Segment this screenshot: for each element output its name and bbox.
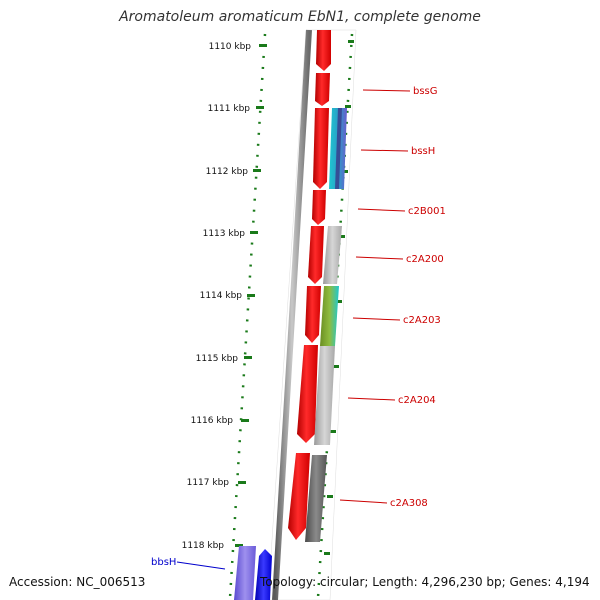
colored-blocks — [305, 108, 347, 542]
c2a308-gene-block — [305, 455, 327, 542]
red-genes — [288, 30, 331, 540]
ruler-label: 1111 kbp — [208, 104, 251, 114]
ruler-label: 1115 kbp — [196, 354, 239, 364]
ruler-tick — [259, 44, 267, 47]
ruler-label: 1118 kbp — [182, 541, 225, 551]
blue-gene-arrow — [255, 549, 272, 600]
label-connectors — [339, 89, 411, 504]
genome-backbone — [272, 29, 312, 600]
red-gene-arrow — [313, 108, 329, 189]
genome-summary: Topology: circular; Length: 4,296,230 bp… — [260, 575, 590, 589]
ruler-tick — [247, 294, 255, 297]
red-gene-arrow — [288, 453, 310, 540]
gene-label-c2a204: c2A204 — [398, 395, 436, 406]
lavender-gene-block — [234, 546, 256, 600]
gene-label-bssh: bssH — [411, 146, 435, 157]
ruler-label: 1114 kbp — [200, 291, 243, 301]
ruler-label: 1117 kbp — [187, 478, 230, 488]
ruler-tick — [250, 231, 258, 234]
ruler-label: 1116 kbp — [191, 416, 234, 426]
gene-label-c2b001: c2B001 — [408, 206, 446, 217]
ruler-tick — [244, 356, 252, 359]
gene-labels: bssG bssH c2B001 c2A200 c2A203 c2A204 c2… — [390, 86, 446, 509]
c2a203-gene-block — [320, 286, 339, 346]
gene-label-bssg: bssG — [413, 86, 438, 97]
outer-ticks — [324, 40, 354, 555]
c2a200-gene-block — [323, 226, 342, 284]
red-gene-arrow — [316, 30, 331, 71]
bbsh-connector — [176, 561, 226, 570]
gene-label-bbsh: bbsH — [151, 557, 176, 568]
ruler-label: 1113 kbp — [203, 229, 246, 239]
red-gene-arrow — [315, 73, 330, 106]
ruler-label: 1110 kbp — [209, 42, 252, 52]
ruler-tick — [241, 419, 249, 422]
ruler-label: 1112 kbp — [206, 167, 249, 177]
ruler-tick — [256, 106, 264, 109]
accession-label: Accession: NC_006513 — [9, 575, 146, 589]
ruler-labels: 1110 kbp 1111 kbp 1112 kbp 1113 kbp 1114… — [182, 42, 252, 551]
red-gene-arrow — [312, 190, 326, 225]
ruler-tick — [238, 481, 246, 484]
red-gene-arrow — [308, 226, 324, 284]
ruler-line — [228, 33, 267, 599]
gene-label-c2a200: c2A200 — [406, 254, 444, 265]
ruler-tick — [235, 544, 243, 547]
ruler-tick — [253, 169, 261, 172]
map-title: Aromatoleum aromaticum EbN1, complete ge… — [119, 9, 481, 25]
bssh-gene-stripe — [335, 108, 342, 189]
ruler-ticks — [235, 44, 267, 547]
red-gene-arrow — [305, 286, 321, 343]
bottom-genes — [234, 546, 272, 600]
gene-label-c2a203: c2A203 — [403, 315, 441, 326]
red-gene-arrow — [297, 345, 318, 443]
c2a204-gene-block — [314, 346, 335, 445]
gene-label-c2a308: c2A308 — [390, 498, 428, 509]
